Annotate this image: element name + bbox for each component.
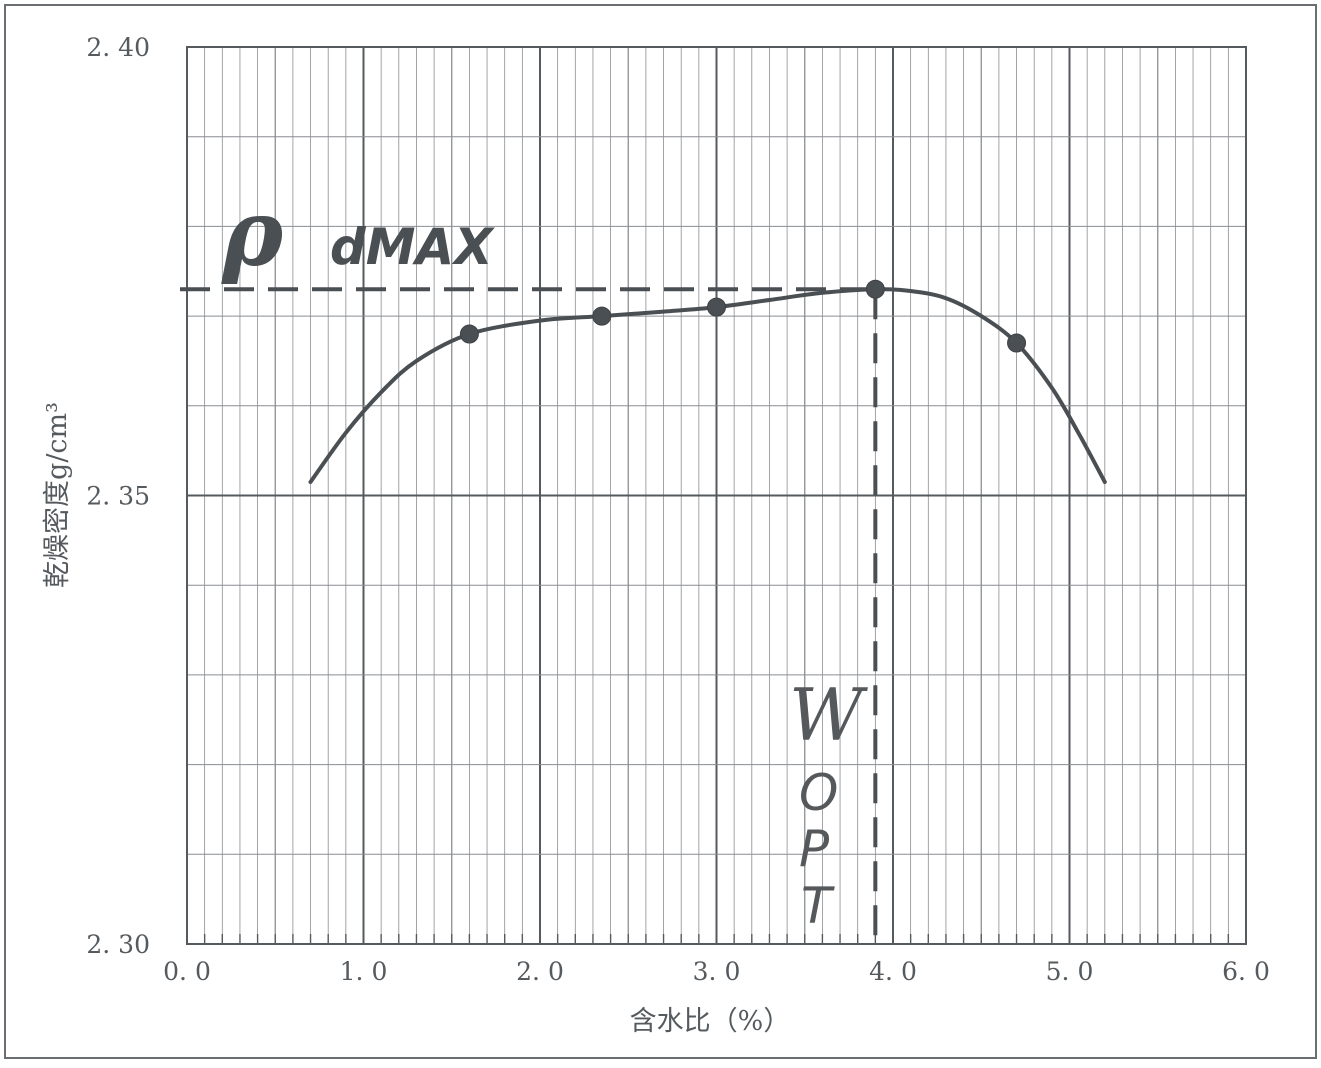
- x-tick-label: 1. 0: [340, 957, 388, 986]
- y-tick-label: 2. 40: [86, 33, 150, 62]
- data-points: [459, 279, 1027, 353]
- x-tick-label: 5. 0: [1046, 957, 1094, 986]
- x-tick-label: 3. 0: [693, 957, 741, 986]
- data-point: [459, 324, 479, 344]
- x-axis-ticks: 0. 0 1. 0 2. 0 3. 0 4. 0 5. 0 6. 0: [163, 957, 1270, 986]
- x-tick-label: 2. 0: [516, 957, 564, 986]
- data-point: [592, 306, 612, 326]
- w-symbol: W: [789, 673, 868, 757]
- data-point: [1007, 333, 1027, 353]
- w-subscript-p: P: [799, 820, 830, 878]
- rho-subscript-dmax: dMAX: [330, 218, 495, 276]
- compaction-curve: [308, 287, 1107, 484]
- y-tick-label: 2. 30: [86, 930, 150, 959]
- outer-frame: [4, 4, 1317, 1059]
- annotations: ρ dMAX W O P T: [221, 179, 868, 935]
- rho-symbol: ρ: [221, 179, 284, 287]
- data-point: [707, 297, 726, 317]
- x-tick-label: 0. 0: [163, 957, 211, 986]
- data-point: [865, 279, 885, 299]
- x-axis-title: 含水比（%）: [630, 1006, 791, 1037]
- x-tick-label: 6. 0: [1222, 957, 1270, 986]
- w-subscript-o: O: [799, 764, 838, 822]
- y-tick-label: 2. 35: [86, 482, 150, 511]
- grid: [187, 47, 1246, 944]
- plot-frame: [186, 46, 1247, 945]
- w-subscript-t: T: [801, 877, 835, 935]
- y-axis-ticks: 2. 30 2. 35 2. 40: [86, 33, 150, 959]
- guide-lines: [180, 287, 878, 944]
- x-tick-label: 4. 0: [869, 957, 917, 986]
- y-axis-title: 乾燥密度g/cm³: [42, 402, 73, 588]
